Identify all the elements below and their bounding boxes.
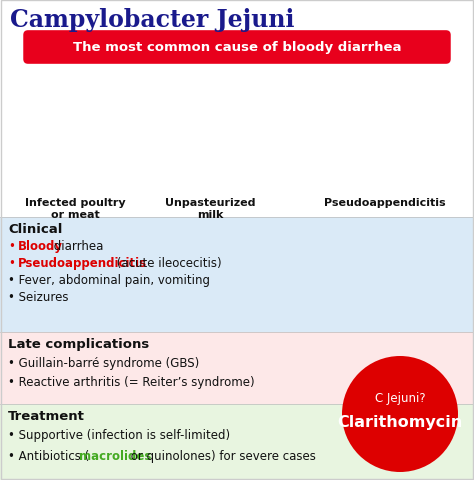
Text: • Supportive (infection is self-limited): • Supportive (infection is self-limited) bbox=[8, 428, 230, 441]
Text: or quinolones) for severe cases: or quinolones) for severe cases bbox=[127, 449, 316, 462]
Text: • Fever, abdominal pain, vomiting: • Fever, abdominal pain, vomiting bbox=[8, 274, 210, 287]
Text: Infected poultry
or meat: Infected poultry or meat bbox=[25, 198, 125, 219]
Text: The most common cause of bloody diarrhea: The most common cause of bloody diarrhea bbox=[73, 41, 401, 54]
Text: Late complications: Late complications bbox=[8, 337, 149, 350]
FancyBboxPatch shape bbox=[0, 62, 474, 214]
Text: diarrhea: diarrhea bbox=[50, 240, 103, 252]
Text: Clinical: Clinical bbox=[8, 223, 63, 236]
Text: • Seizures: • Seizures bbox=[8, 290, 69, 303]
Text: •: • bbox=[8, 256, 15, 269]
Ellipse shape bbox=[342, 356, 458, 472]
Text: • Reactive arthritis (= Reiter’s syndrome): • Reactive arthritis (= Reiter’s syndrom… bbox=[8, 375, 255, 388]
Text: Pseudoappendicitis: Pseudoappendicitis bbox=[324, 198, 446, 207]
Text: (acute ileocecitis): (acute ileocecitis) bbox=[113, 256, 221, 269]
Text: • Guillain-barré syndrome (GBS): • Guillain-barré syndrome (GBS) bbox=[8, 356, 199, 369]
Text: macrolides: macrolides bbox=[80, 449, 152, 462]
FancyBboxPatch shape bbox=[0, 332, 474, 404]
Text: Clarithomycin: Clarithomycin bbox=[337, 415, 463, 430]
Text: Unpasteurized
milk: Unpasteurized milk bbox=[165, 198, 255, 219]
Text: Pseudoappendicitis: Pseudoappendicitis bbox=[18, 256, 147, 269]
Text: Treatment: Treatment bbox=[8, 409, 85, 422]
Text: • Antibiotics (: • Antibiotics ( bbox=[8, 449, 89, 462]
FancyBboxPatch shape bbox=[0, 404, 474, 480]
FancyBboxPatch shape bbox=[0, 217, 474, 332]
Text: •: • bbox=[8, 240, 15, 252]
Text: Campylobacter Jejuni: Campylobacter Jejuni bbox=[10, 8, 294, 32]
Text: Bloody: Bloody bbox=[18, 240, 63, 252]
FancyBboxPatch shape bbox=[23, 31, 451, 65]
Text: C Jejuni?: C Jejuni? bbox=[374, 392, 425, 405]
